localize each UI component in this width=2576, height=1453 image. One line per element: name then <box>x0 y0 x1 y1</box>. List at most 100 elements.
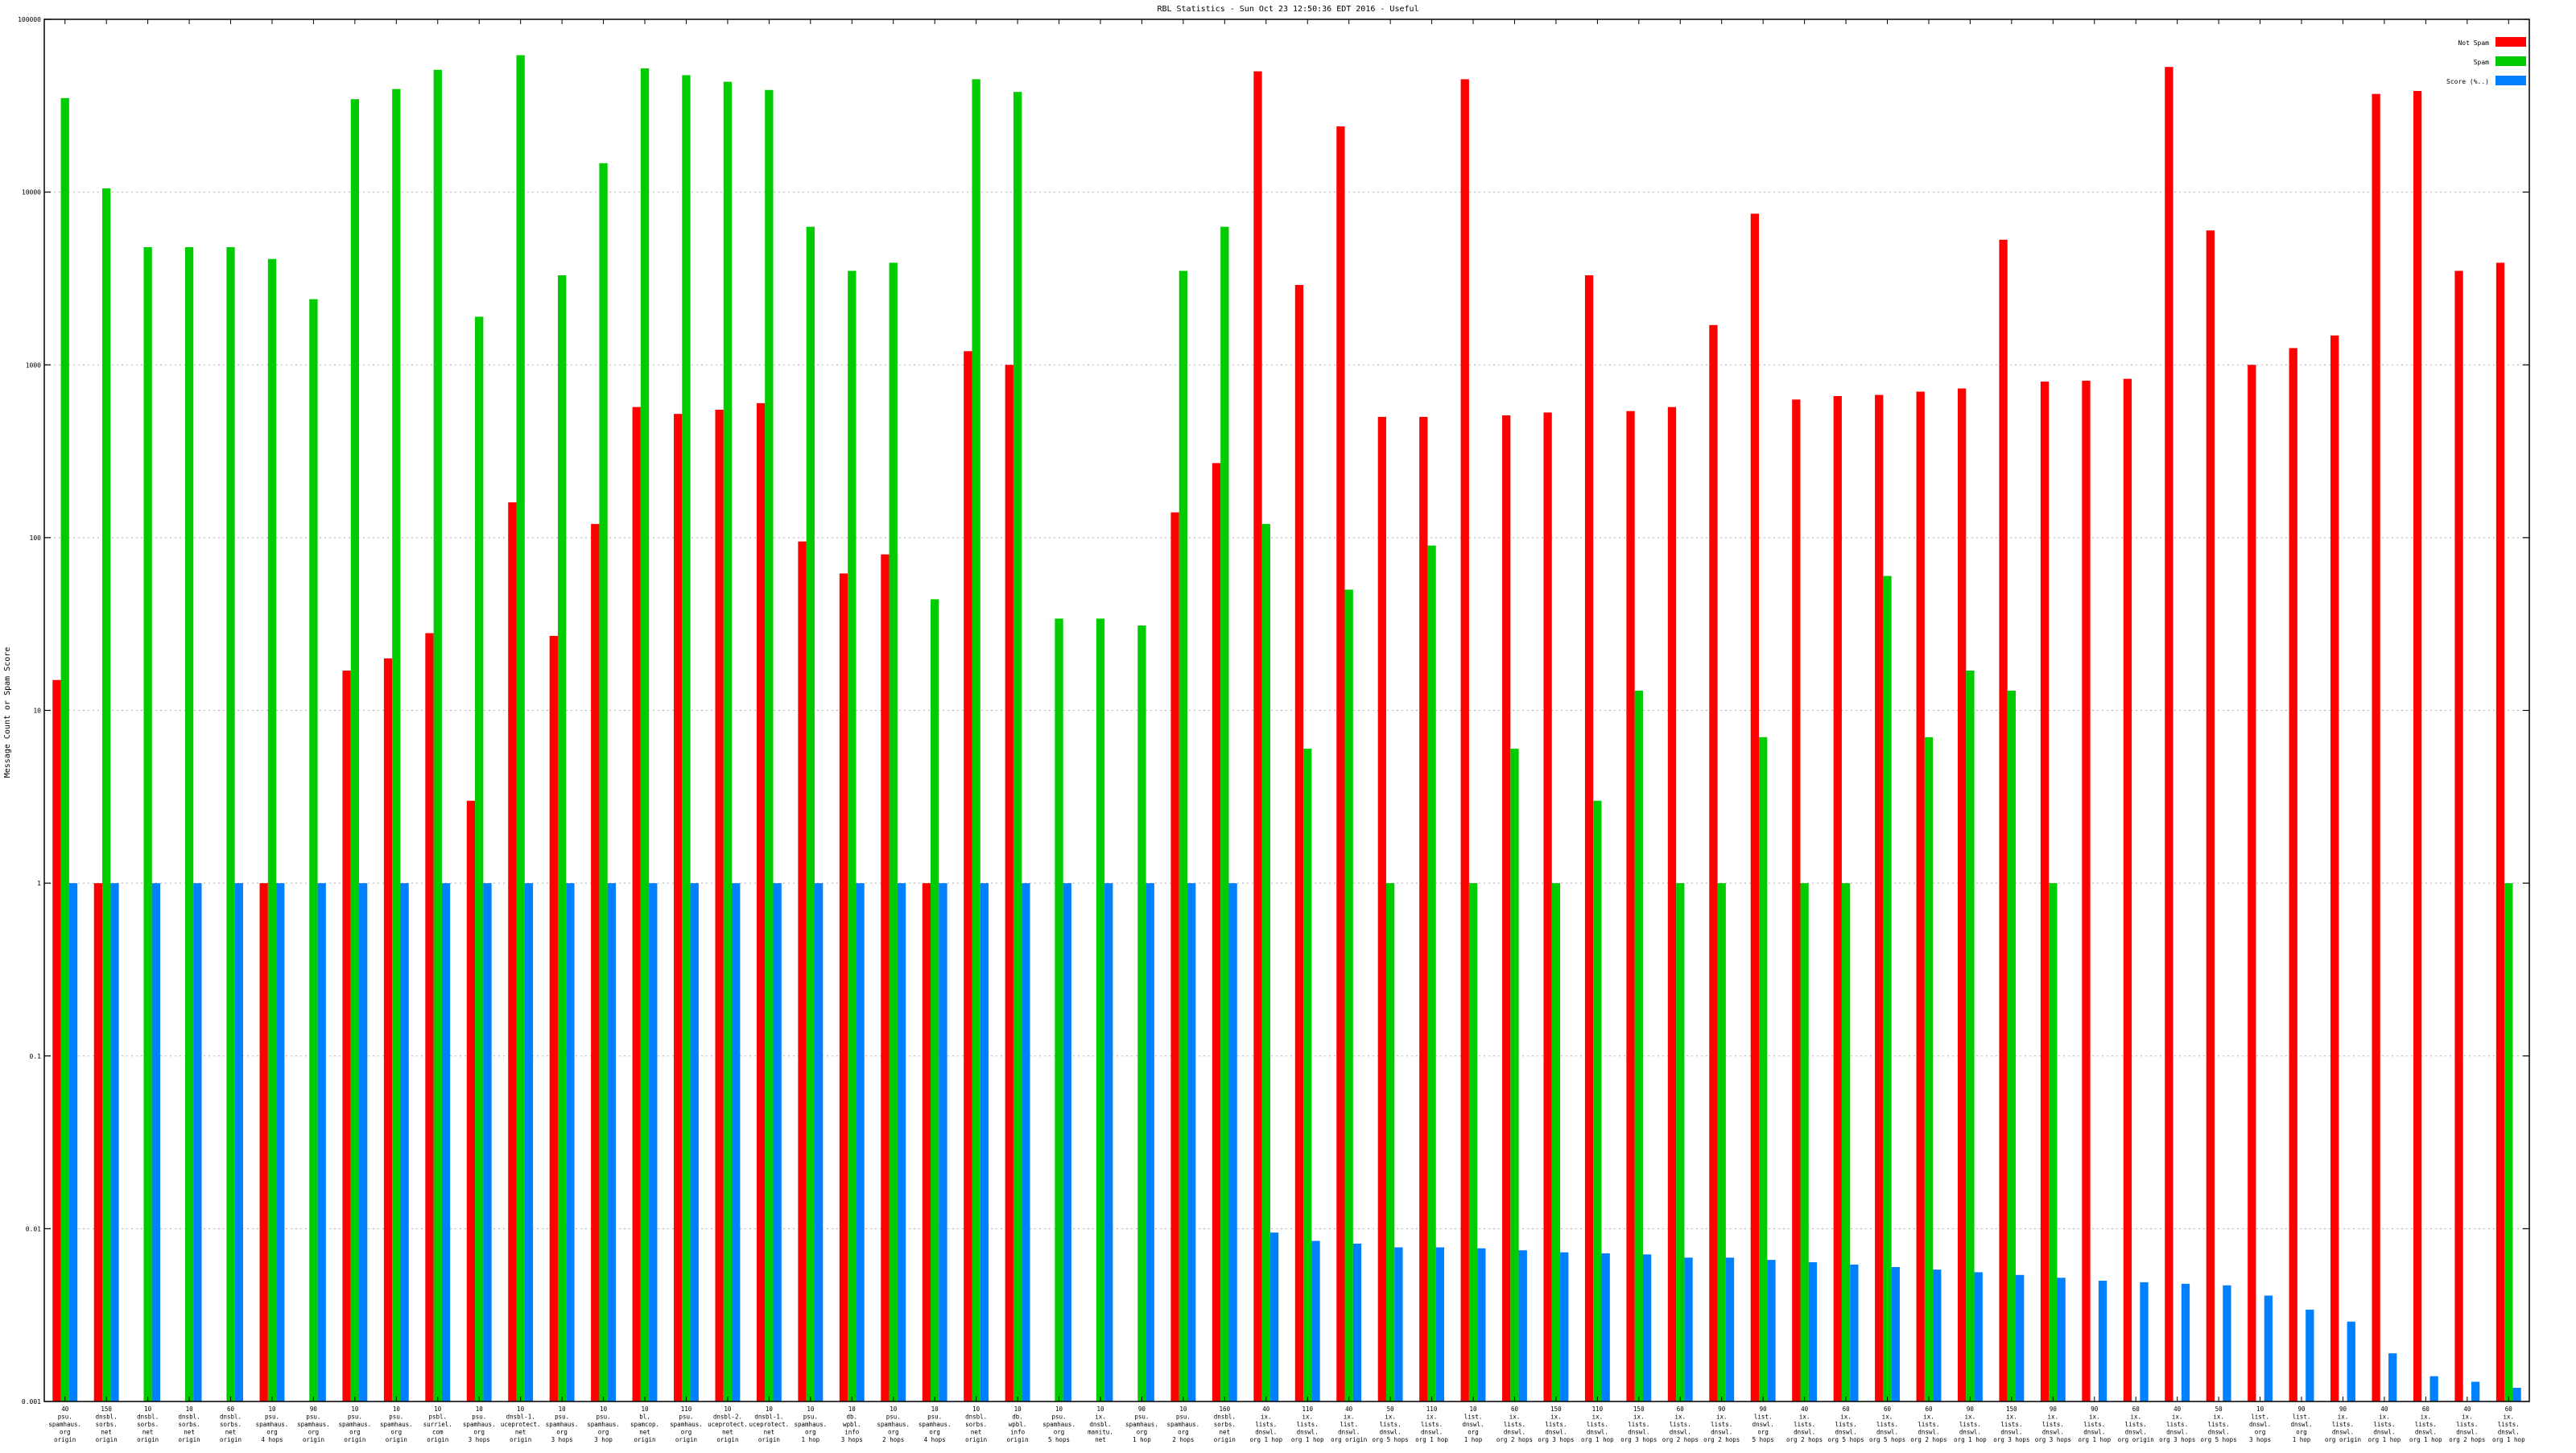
bar-not-spam <box>1709 324 1718 1401</box>
bar-not-spam <box>2454 270 2463 1402</box>
bar-score <box>814 883 824 1402</box>
bar-spam <box>1800 883 1809 1402</box>
bar-not-spam <box>425 633 434 1401</box>
x-tick-label: 10 dnsbl. sorbs. net origin <box>137 1406 159 1443</box>
bar-spam <box>599 163 608 1402</box>
bar-score <box>1394 1247 1403 1401</box>
bar-not-spam <box>2123 378 2132 1401</box>
x-tick-label: 150 ix. lists. dnswl. org 3 hops <box>1993 1406 2029 1443</box>
bar-spam <box>1013 92 1022 1402</box>
x-tick-label: 60 ix. lists. dnswl. org 2 hops <box>1496 1406 1533 1443</box>
legend-swatch <box>2496 37 2526 47</box>
bar-score <box>1022 883 1030 1402</box>
bar-spam <box>1468 883 1478 1402</box>
bar-not-spam <box>798 541 807 1402</box>
bar-score <box>400 883 409 1402</box>
x-tick-label: 60 dnsbl. sorbs. net origin <box>220 1406 242 1443</box>
bar-score <box>939 883 947 1402</box>
bar-not-spam <box>1957 388 1967 1402</box>
x-tick-label: 10 list. dnswl. org 1 hop <box>1462 1406 1484 1443</box>
bar-spam <box>1427 545 1436 1402</box>
bar-not-spam <box>964 351 972 1401</box>
bar-score <box>1850 1264 1859 1401</box>
bar-spam <box>1137 625 1146 1401</box>
bar-spam <box>226 247 235 1401</box>
y-tick-label: 1000 <box>26 361 41 369</box>
bar-spam <box>309 299 318 1401</box>
x-tick-label: 110 ix. lists. dnswl. org 1 hop <box>1291 1406 1324 1443</box>
bar-spam <box>60 97 69 1402</box>
x-tick-label: 60 ix. lists. dnswl. org origin <box>2118 1406 2154 1443</box>
x-tick-label: 10 psu. spamhaus. org origin <box>339 1406 372 1443</box>
bar-score <box>1477 1248 1486 1401</box>
x-tick-label: 10 psu. spamhaus. org origin <box>380 1406 413 1443</box>
bar-not-spam <box>881 554 890 1402</box>
bar-score <box>524 883 534 1402</box>
y-tick-label: 0.01 <box>26 1225 41 1232</box>
x-tick-label: 90 ix. lists. dnswl. org 1 hop <box>2078 1406 2111 1443</box>
bar-score <box>607 883 617 1402</box>
bar-not-spam <box>674 414 683 1402</box>
bar-not-spam <box>2330 335 2339 1402</box>
x-tick-label: 10 ix. dnsbl. manitu. net <box>1088 1406 1113 1443</box>
bar-not-spam <box>1750 213 1760 1402</box>
x-tick-label: 110 ix. lists. dnswl. org 1 hop <box>1415 1406 1448 1443</box>
x-tick-label: 40 ix. lists. dnswl. org 2 hops <box>1786 1406 1823 1443</box>
x-tick-label: 50 ix. lists. dnswl. org 5 hops <box>1373 1406 1409 1443</box>
bar-score <box>193 883 202 1402</box>
bar-score <box>732 883 741 1402</box>
bar-score <box>2098 1280 2107 1401</box>
x-tick-label: 50 ix. lists. dnswl. org 5 hops <box>2201 1406 2237 1443</box>
bar-score <box>110 883 119 1402</box>
legend-swatch <box>2496 76 2526 85</box>
bar-score <box>773 883 782 1402</box>
bar-score <box>1601 1253 1610 1401</box>
bar-score <box>1435 1247 1445 1401</box>
bar-spam <box>2049 883 2058 1402</box>
bar-not-spam <box>508 502 517 1401</box>
bar-not-spam <box>1626 411 1635 1402</box>
bar-not-spam <box>1792 399 1801 1401</box>
bar-not-spam <box>1916 391 1925 1401</box>
bar-spam <box>143 247 152 1401</box>
bar-score <box>1767 1260 1776 1401</box>
grid-layer <box>44 192 2529 1229</box>
x-tick-label: 90 ix. lists. dnswl. org 2 hops <box>1703 1406 1740 1443</box>
bar-score <box>1974 1272 1983 1401</box>
bar-score <box>1311 1240 1320 1401</box>
x-tick-label: 40 ix. lists. dnswl. org 1 hop <box>2368 1406 2401 1443</box>
bar-not-spam <box>93 883 103 1402</box>
x-tick-label: 10 list. dnswl. org 3 hops <box>2249 1406 2271 1443</box>
x-tick-label: 10 dnsbl-1. uceprotect. net origin <box>749 1406 790 1443</box>
bar-score <box>1891 1266 1900 1401</box>
bar-not-spam <box>2082 380 2091 1401</box>
bar-not-spam <box>839 573 848 1402</box>
y-tick-label: 100000 <box>18 16 41 23</box>
bar-not-spam <box>1170 512 1179 1401</box>
bar-spam <box>1593 800 1602 1401</box>
y-tick-label: 0.1 <box>30 1053 42 1060</box>
bar-not-spam <box>1460 79 1469 1401</box>
y-tick-label: 10 <box>33 708 41 715</box>
bar-score <box>359 883 368 1402</box>
x-tick-label: 110 psu. spamhaus. org origin <box>670 1406 703 1443</box>
bar-score <box>690 883 699 1402</box>
bar-not-spam <box>632 407 641 1401</box>
x-tick-label: 10 psu. spamhaus. org 1 hop <box>795 1406 828 1443</box>
bar-score <box>1725 1257 1735 1401</box>
bar-score <box>317 883 326 1402</box>
bar-spam <box>2007 691 2017 1401</box>
bar-score <box>897 883 906 1402</box>
bar-not-spam <box>2165 67 2174 1401</box>
bar-score <box>1808 1261 1818 1401</box>
x-tick-label: 40 ix. lists. dnswl. org 3 hops <box>2159 1406 2195 1443</box>
bar-not-spam <box>1253 71 1262 1402</box>
x-tick-label: 10 psu. spamhaus. org 4 hops <box>919 1406 952 1443</box>
bar-score <box>2181 1283 2190 1401</box>
bar-spam <box>1385 883 1395 1402</box>
bar-score <box>1933 1269 1942 1401</box>
legend-label: Not Spam <box>2458 39 2489 47</box>
bar-score <box>1228 883 1237 1402</box>
bar-spam <box>433 69 442 1401</box>
